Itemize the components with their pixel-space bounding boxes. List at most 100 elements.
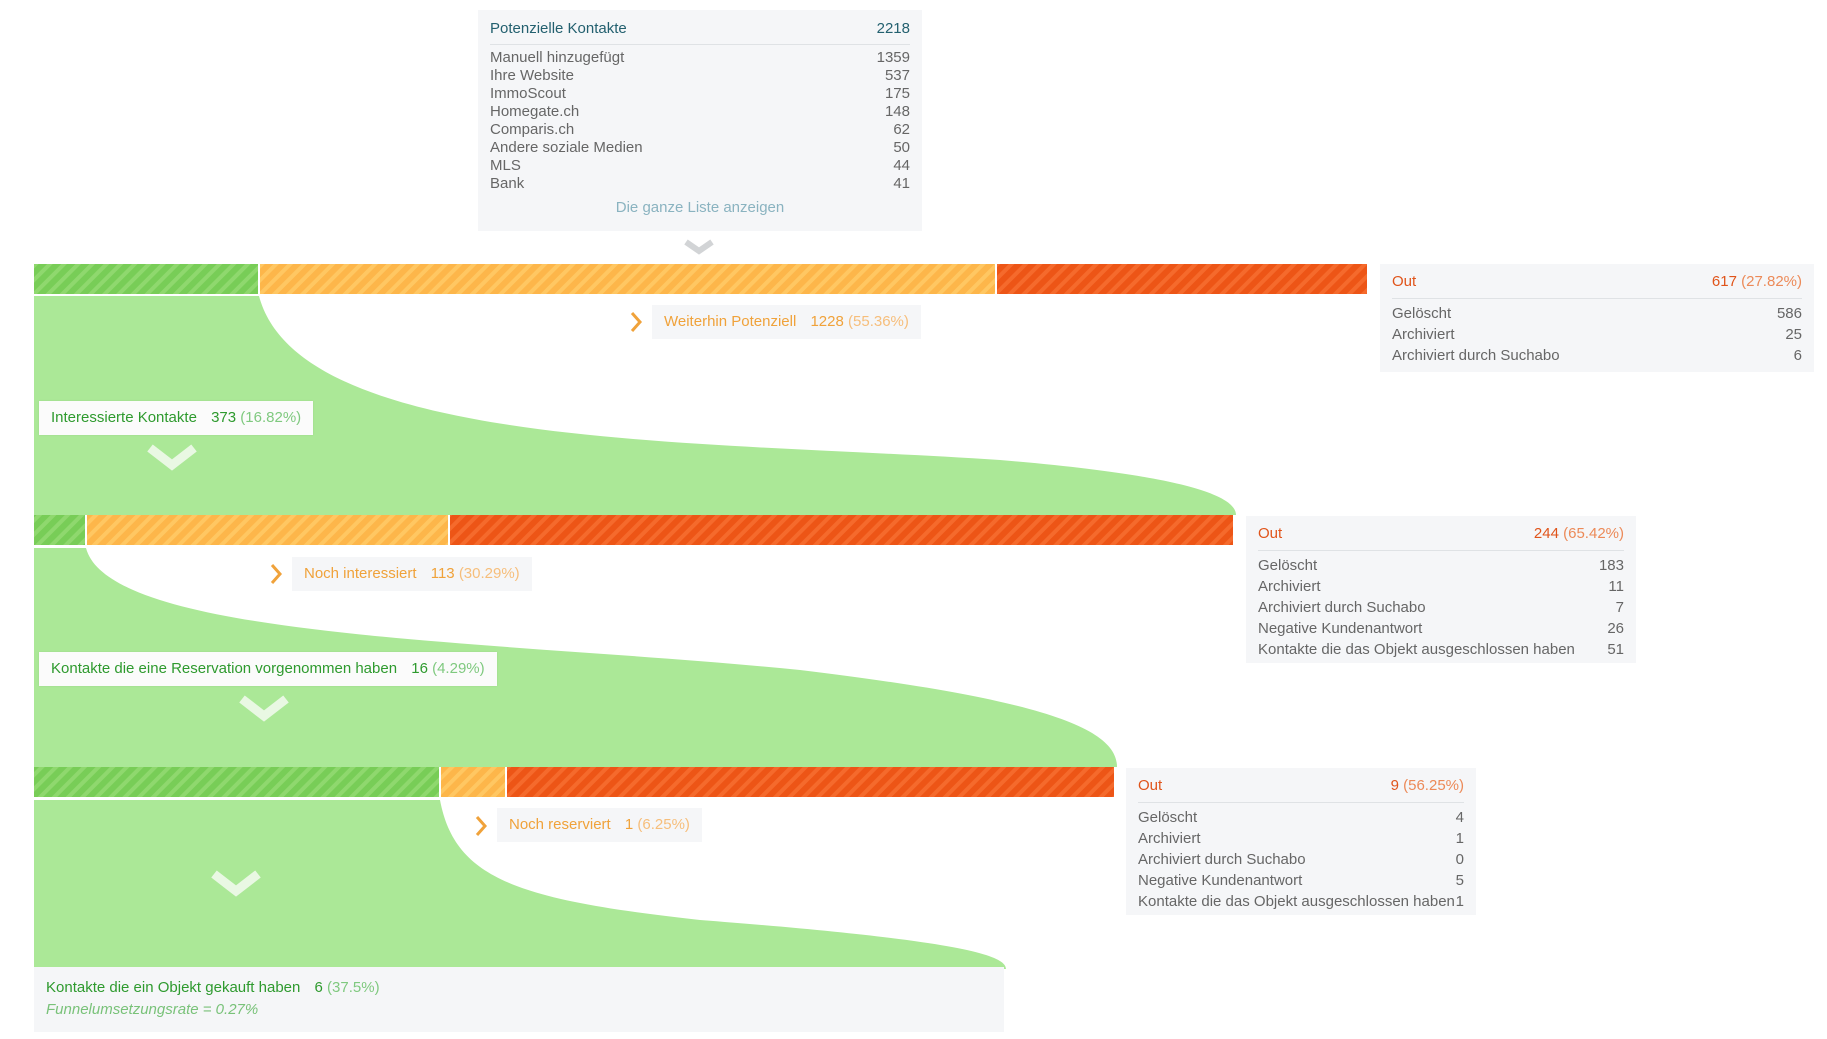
out-panel-stage2: Out 244 (65.42%) Gelöscht 183 Archiviert 1… — [1246, 516, 1636, 663]
bar1-green — [34, 264, 258, 294]
out-value: 586 — [1776, 305, 1802, 322]
list-item: Archiviert durch Suchabo 7 — [1258, 597, 1624, 618]
list-item: Negative Kundenantwort 26 — [1258, 618, 1624, 639]
continue-label: Weiterhin Potenziell — [664, 313, 797, 330]
out-label: Archiviert durch Suchabo — [1258, 599, 1426, 616]
next-pct: (4.29%) — [432, 660, 485, 677]
final-label: Kontakte die ein Objekt gekauft haben — [46, 979, 301, 996]
source-label: Ihre Website — [490, 67, 574, 84]
list-item: Gelöscht 586 — [1392, 303, 1802, 324]
bar1-red — [997, 264, 1367, 294]
continue-label: Noch reserviert — [509, 816, 611, 833]
source-value: 44 — [893, 157, 910, 174]
out-value: 4 — [1455, 809, 1464, 826]
chevron-down-icon — [684, 239, 714, 255]
out-label: Gelöscht — [1138, 809, 1198, 826]
out-label: Negative Kundenantwort — [1258, 620, 1423, 637]
out-value: 25 — [1785, 326, 1802, 343]
list-item: Archiviert 1 — [1138, 828, 1464, 849]
list-item: ImmoScout 175 — [490, 85, 910, 103]
out-label: Negative Kundenantwort — [1138, 872, 1303, 889]
out-value: 5 — [1455, 872, 1464, 889]
source-value: 41 — [893, 175, 910, 192]
out-label: Gelöscht — [1392, 305, 1452, 322]
out-pct: (65.42%) — [1563, 525, 1624, 542]
continue-pill-stage2: Noch interessiert 113 (30.29%) — [292, 557, 532, 591]
flow-stage1-to-2 — [34, 296, 1236, 515]
final-pct: (37.5%) — [327, 979, 380, 996]
source-value: 50 — [893, 139, 910, 156]
source-total: 2218 — [876, 20, 910, 37]
chevron-right-icon — [270, 564, 283, 584]
final-stage-panel: Kontakte die ein Objekt gekauft haben 6 … — [34, 967, 1004, 1032]
out-label: Archiviert — [1258, 578, 1321, 595]
funnel-conversion-rate: Funnelumsetzungsrate = 0.27% — [46, 1001, 259, 1018]
source-label: Bank — [490, 175, 525, 192]
list-item: Bank 41 — [490, 175, 910, 193]
next-count: 373 — [211, 409, 237, 426]
list-item: Archiviert durch Suchabo 6 — [1392, 345, 1802, 366]
continue-label: Noch interessiert — [304, 565, 417, 582]
source-label: Comparis.ch — [490, 121, 575, 138]
out-value: 0 — [1455, 851, 1464, 868]
out-value: 1 — [1455, 830, 1464, 847]
list-item: Archiviert durch Suchabo 0 — [1138, 849, 1464, 870]
out-count: 617 — [1711, 273, 1737, 290]
source-label: ImmoScout — [490, 85, 566, 102]
source-label: MLS — [490, 157, 521, 174]
flow-stage3-to-final — [34, 800, 1006, 969]
out-label: Kontakte die das Objekt ausgeschlossen h… — [1258, 641, 1575, 658]
out-pct: (56.25%) — [1403, 777, 1464, 794]
next-stage-pill-stage2: Kontakte die eine Reservation vorgenomme… — [39, 652, 497, 686]
continue-pct: (55.36%) — [848, 313, 909, 330]
out-title: Out — [1392, 273, 1417, 290]
continue-pct: (6.25%) — [637, 816, 690, 833]
out-value: 183 — [1598, 557, 1624, 574]
next-label: Interessierte Kontakte — [51, 409, 197, 426]
continue-pill-stage1: Weiterhin Potenziell 1228 (55.36%) — [652, 305, 921, 339]
source-list: Manuell hinzugefügt 1359 Ihre Website 537 … — [490, 49, 910, 193]
continue-pct: (30.29%) — [458, 565, 520, 582]
out-list: Gelöscht 4 Archiviert 1 Archiviert durch S… — [1138, 807, 1464, 912]
list-item: Homegate.ch 148 — [490, 103, 910, 121]
source-label: Manuell hinzugefügt — [490, 49, 625, 66]
next-pct: (16.82%) — [240, 409, 302, 426]
bar2-green — [34, 515, 85, 545]
out-count: 244 — [1533, 525, 1559, 542]
bar3-red — [507, 767, 1114, 797]
out-header: Out 9 (56.25%) — [1138, 768, 1464, 803]
flow-stage2-to-3 — [34, 548, 1117, 767]
final-count: 6 — [314, 979, 323, 996]
out-pct: (27.82%) — [1741, 273, 1802, 290]
out-value: 6 — [1793, 347, 1802, 364]
list-item: Ihre Website 537 — [490, 67, 910, 85]
source-value: 62 — [893, 121, 910, 138]
chevron-down-icon — [239, 695, 289, 722]
bar2-red — [450, 515, 1233, 545]
continue-count: 113 — [430, 565, 455, 582]
list-item: Gelöscht 4 — [1138, 807, 1464, 828]
continue-pill-stage3: Noch reserviert 1 (6.25%) — [497, 808, 702, 842]
chevron-down-icon — [211, 870, 261, 897]
continue-count: 1 — [624, 816, 634, 833]
out-header: Out 244 (65.42%) — [1258, 516, 1624, 551]
out-list: Gelöscht 183 Archiviert 11 Archiviert durc… — [1258, 555, 1624, 660]
show-all-link[interactable]: Die ganze Liste anzeigen — [615, 199, 785, 216]
out-value: 1 — [1455, 893, 1464, 910]
bar3-orange — [441, 767, 505, 797]
list-item: Comparis.ch 62 — [490, 121, 910, 139]
continue-count: 1228 — [810, 313, 844, 330]
out-title: Out — [1258, 525, 1283, 542]
source-value: 148 — [884, 103, 910, 120]
list-item: Manuell hinzugefügt 1359 — [490, 49, 910, 67]
list-item: Archiviert 11 — [1258, 576, 1624, 597]
out-value: 51 — [1607, 641, 1624, 658]
out-list: Gelöscht 586 Archiviert 25 Archiviert durc… — [1392, 303, 1802, 366]
out-label: Archiviert — [1392, 326, 1455, 343]
out-title: Out — [1138, 777, 1163, 794]
list-item: Negative Kundenantwort 5 — [1138, 870, 1464, 891]
chevron-right-icon — [630, 312, 643, 332]
out-label: Archiviert — [1138, 830, 1201, 847]
list-item: Kontakte die das Objekt ausgeschlossen h… — [1138, 891, 1464, 912]
